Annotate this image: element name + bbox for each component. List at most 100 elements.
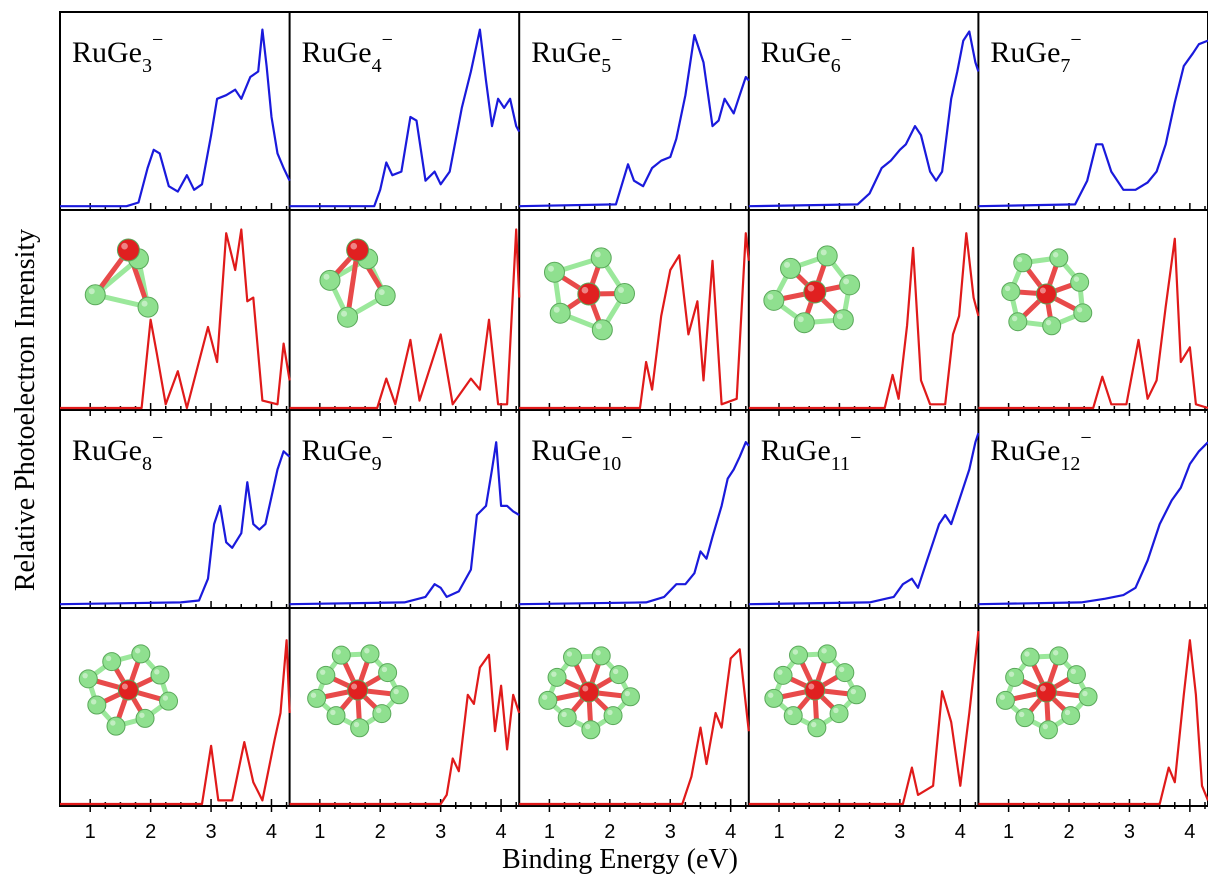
atom-highlight	[1042, 723, 1049, 730]
atom-highlight	[541, 694, 548, 700]
x-tick-label: 1	[85, 821, 96, 843]
experiment-curve	[289, 28, 521, 208]
atom-highlight	[154, 669, 160, 675]
cluster-size-subscript: 3	[142, 55, 152, 77]
x-tick-label: 4	[725, 821, 736, 843]
cluster-label: RuGe6−	[761, 29, 852, 77]
ru-atom	[1035, 681, 1057, 703]
atom-highlight	[330, 709, 336, 716]
atom-highlight	[767, 293, 774, 300]
atom-highlight	[376, 707, 382, 714]
charge-superscript: −	[382, 427, 393, 449]
atom-highlight	[797, 316, 804, 323]
ge-atom	[603, 706, 623, 726]
atom-highlight	[105, 655, 112, 662]
ge-atom	[613, 283, 635, 305]
ge-atom	[372, 704, 392, 724]
atom-highlight	[821, 648, 827, 654]
atom-highlight	[595, 323, 602, 330]
atom-highlight	[612, 668, 619, 675]
atom-highlight	[1073, 276, 1080, 282]
atom-highlight	[836, 313, 843, 320]
cluster-formula: RuGe	[761, 36, 831, 69]
ge-atom	[549, 302, 571, 324]
simulated-curve	[748, 232, 980, 410]
cluster-formula: RuGe	[72, 36, 142, 69]
atom-highlight	[999, 694, 1005, 700]
ge-atom	[538, 690, 558, 710]
cluster-label: RuGe9−	[302, 427, 393, 475]
ge-atom	[326, 706, 346, 726]
x-tick-label: 2	[604, 821, 615, 843]
x-tick-label: 1	[544, 821, 555, 843]
atom-highlight	[88, 288, 95, 295]
cluster-size-subscript: 6	[831, 55, 841, 77]
ge-atom	[620, 687, 640, 707]
simulated-curve	[748, 630, 980, 806]
experiment-curve	[978, 39, 1208, 208]
experiment-curve	[978, 441, 1208, 606]
simulated-curve	[60, 639, 291, 806]
ge-atom	[360, 644, 380, 664]
x-tick-label: 3	[435, 821, 446, 843]
cluster-formula: RuGe	[302, 36, 372, 69]
ge-atom	[591, 319, 613, 341]
ge-atom	[793, 312, 815, 334]
experiment-curve	[519, 441, 750, 606]
x-tick-label: 2	[834, 821, 845, 843]
ge-atom	[106, 716, 126, 736]
ge-atom	[337, 306, 359, 328]
atom-highlight	[351, 683, 358, 690]
atom-highlight	[833, 707, 839, 714]
cluster-formula: RuGe	[72, 434, 142, 467]
ge-atom	[78, 669, 98, 689]
atom-highlight	[1076, 307, 1083, 313]
atom-highlight	[820, 249, 827, 256]
ge-atom	[773, 665, 793, 685]
ru-atom	[577, 282, 601, 306]
simulated-curve	[519, 232, 750, 410]
x-tick-label: 3	[205, 821, 216, 843]
atom-highlight	[850, 688, 857, 695]
atom-highlight	[784, 261, 791, 268]
ru-atom	[117, 679, 139, 701]
ge-atom	[84, 284, 106, 306]
x-tick-label: 1	[314, 821, 325, 843]
atom-highlight	[787, 709, 793, 716]
ge-atom	[590, 247, 612, 269]
ge-atom	[816, 245, 838, 267]
ge-atom	[1070, 272, 1090, 292]
ge-atom	[1073, 303, 1093, 323]
atom-highlight	[323, 273, 330, 280]
charge-superscript: −	[621, 427, 632, 449]
simulated-curve	[289, 228, 521, 410]
charge-superscript: −	[850, 427, 861, 449]
x-tick-label: 3	[665, 821, 676, 843]
ge-atom	[319, 269, 341, 291]
ge-atom	[1042, 316, 1062, 336]
ge-atom	[316, 665, 336, 685]
cluster-formula: RuGe	[531, 434, 601, 467]
ge-atom	[764, 688, 784, 708]
x-tick-label: 3	[1124, 821, 1135, 843]
x-tick-label: 4	[955, 821, 966, 843]
cluster-size-subscript: 9	[372, 453, 382, 475]
ge-atom	[131, 644, 151, 664]
ge-atom	[1020, 647, 1040, 667]
atom-highlight	[378, 289, 385, 296]
ge-atom	[609, 665, 629, 685]
atom-highlight	[1052, 650, 1059, 656]
ge-atom	[763, 289, 785, 311]
atom-highlight	[792, 649, 799, 655]
ge-atom	[846, 685, 866, 705]
ge-atom	[102, 652, 122, 672]
charge-superscript: −	[1070, 29, 1081, 51]
charge-superscript: −	[841, 29, 852, 51]
ge-atom	[1049, 248, 1069, 268]
atom-highlight	[1016, 256, 1023, 263]
atom-highlight	[1070, 668, 1076, 675]
experiment-curve	[289, 441, 520, 606]
cluster-size-subscript: 11	[831, 453, 850, 475]
ge-atom	[783, 706, 803, 726]
